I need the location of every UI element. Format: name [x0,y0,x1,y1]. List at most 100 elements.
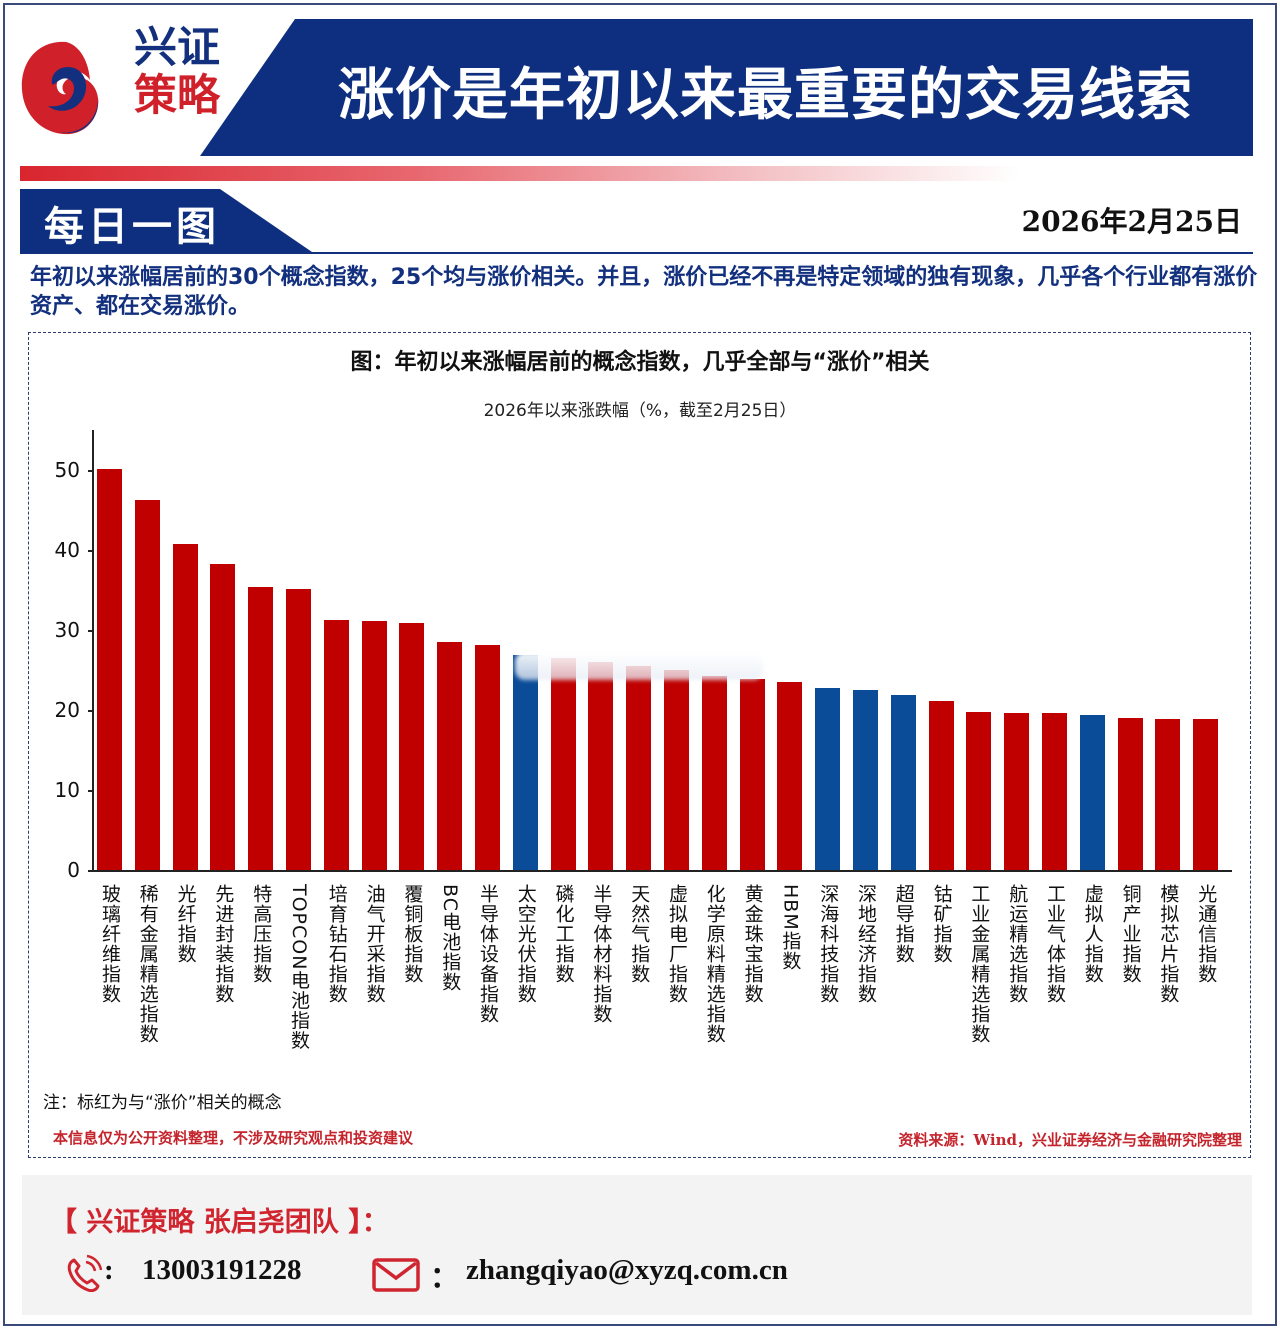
data-source: 资料来源：Wind，兴业证券经济与金融研究院整理 [898,1131,1242,1149]
x-tick-label: 黄金珠宝指数 [741,884,764,1004]
x-tick-label: 钴矿指数 [930,884,953,964]
bar-13 [550,658,576,870]
x-tick-label: 虚拟电厂指数 [666,884,688,1004]
brand-name-line1: 兴证 [134,23,220,73]
x-tick-label: BC电池指数 [439,884,462,992]
y-tick-label: 20 [54,698,80,722]
bar-6 [286,589,311,870]
x-tick-label: 工业气体指数 [1044,884,1066,1004]
bar-19 [777,682,803,870]
y-tick-label: 50 [54,458,80,482]
x-tick-label: 化学原料精选指数 [703,884,726,1044]
x-tick-label: HBM指数 [779,884,802,971]
y-tick-mark [88,630,93,632]
report-date: 2026年2月25日 [1021,205,1242,238]
bar-12 [512,654,538,870]
page-title: 涨价是年初以来最重要的交易线索 [338,63,1193,128]
bar-10 [437,642,463,870]
x-tick-label: 铜产业指数 [1119,884,1142,984]
y-tick-mark [88,790,93,792]
phone-number[interactable]: 13003191228 [142,1254,302,1286]
summary-text: 年初以来涨幅居前的30个概念指数，25个均与涨价相关。并且，涨价已经不再是特定领… [30,265,1258,319]
y-tick-mark [88,710,93,712]
x-tick-label: 油气开采指数 [363,884,386,1004]
bar-22 [890,694,916,870]
bar-23 [928,701,954,870]
bar-20 [815,687,841,870]
bar-25 [1004,713,1030,870]
chart-title: 图：年初以来涨幅居前的概念指数，几乎全部与“涨价”相关 [350,350,930,375]
chart-note: 注：标红为与“涨价”相关的概念 [43,1093,282,1113]
chart-container [28,332,1251,1158]
bar-18 [739,678,765,870]
email-separator: ： [430,1262,460,1294]
chart-subtitle: 2026年以来涨跌幅（%，截至2月25日） [483,401,797,421]
bar-3 [172,543,198,870]
team-name: 【 兴证策略 张启尧团队 】： [50,1207,389,1238]
bar-plot-area [92,430,1242,872]
brand-name: 兴证 策略 [134,24,220,120]
title-banner [200,19,1253,156]
x-tick-label: 稀有金属精选指数 [136,884,159,1044]
x-tick-label: 模拟芯片指数 [1157,884,1180,1004]
x-tick-label: 半导体材料指数 [590,884,613,1024]
y-tick-mark [88,470,93,472]
bar-26 [1042,713,1067,870]
bar-17 [701,675,727,870]
x-tick-label: 光纤指数 [174,884,197,964]
bar-28 [1117,718,1143,870]
email-icon [372,1258,420,1292]
bar-8 [361,621,387,870]
bar-11 [475,645,500,870]
page-frame [3,3,1277,1326]
bar-21 [853,690,878,870]
contact-footer [22,1175,1252,1315]
bar-4 [210,563,236,870]
bar-1 [97,469,122,870]
x-tick-label: 覆铜板指数 [401,884,424,984]
x-tick-label: 深海科技指数 [817,884,840,1004]
y-tick-mark [88,870,93,872]
x-tick-label: 先进封装指数 [212,884,235,1004]
bar-14 [588,662,614,870]
y-tick-label: 10 [54,778,80,802]
x-tick-label: 半导体设备指数 [477,884,499,1024]
y-tick-label: 40 [54,538,80,562]
brand-name-line2: 策略 [134,71,220,121]
phone-icon [67,1254,102,1292]
bar-15 [626,666,652,870]
x-tick-label: 玻璃纤维指数 [99,884,121,1004]
y-tick-label: 30 [54,618,80,642]
y-axis [92,430,94,871]
bar-5 [248,586,274,870]
bar-30 [1193,718,1219,870]
x-tick-label: 光通信指数 [1195,884,1218,984]
bar-27 [1079,714,1105,870]
section-label: 每日一图 [44,203,220,250]
x-tick-label: 航运精选指数 [1006,884,1029,1004]
x-tick-label: 天然气指数 [628,884,651,984]
disclaimer: 本信息仅为公开资料整理，不涉及研究观点和投资建议 [53,1129,414,1147]
email-address[interactable]: zhangqiyao@xyzq.com.cn [466,1254,788,1286]
x-tick-label: 深地经济指数 [855,884,877,1004]
x-tick-label: TOPCON电池指数 [288,884,310,1051]
blurred-overlay [515,652,763,680]
x-tick-label: 特高压指数 [250,884,273,984]
y-tick-label: 0 [67,858,80,882]
x-tick-label: 培育钻石指数 [325,884,348,1004]
x-axis [92,870,1232,872]
y-tick-mark [88,550,93,552]
brand-logo-icon [21,41,99,135]
bar-9 [399,622,425,870]
x-tick-label: 超导指数 [892,884,915,964]
x-tick-label: 磷化工指数 [552,884,575,984]
phone-separator: : [104,1254,114,1286]
x-tick-label: 工业金属精选指数 [968,884,991,1044]
bar-7 [323,619,349,870]
x-tick-label: 虚拟人指数 [1081,884,1104,984]
bar-29 [1155,718,1181,870]
bar-16 [664,670,689,870]
section-underline [20,252,1253,254]
x-tick-label: 太空光伏指数 [514,884,537,1004]
bar-2 [134,499,160,870]
